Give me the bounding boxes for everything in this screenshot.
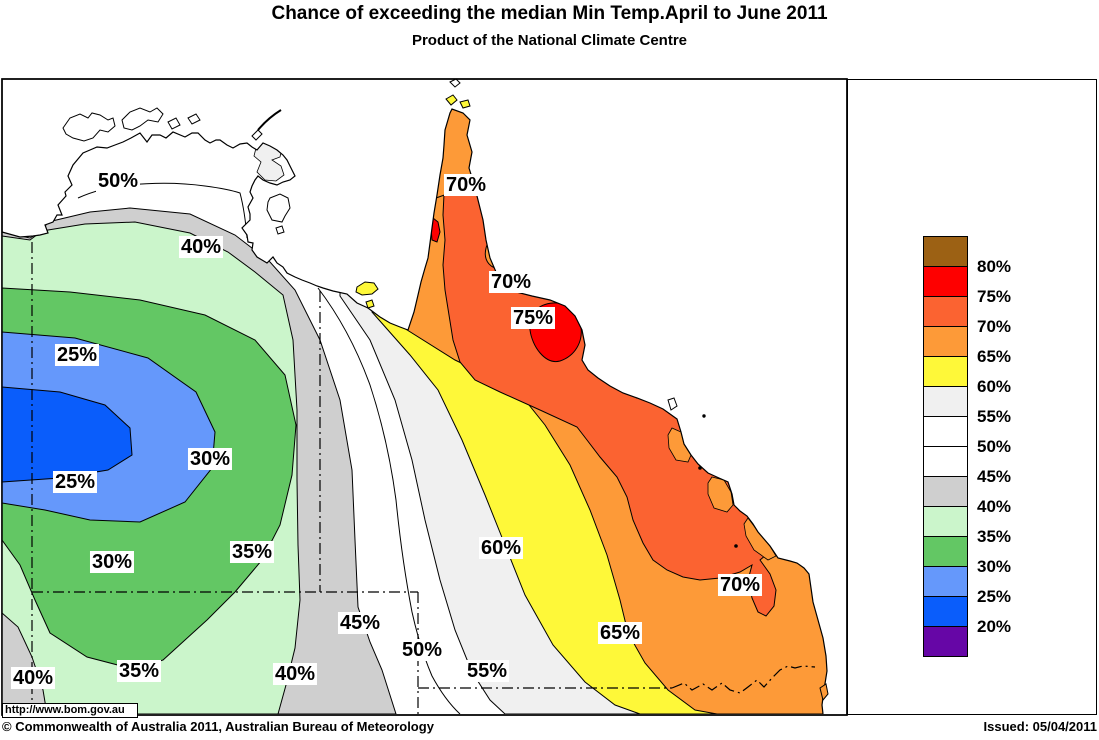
legend-swatch [923,326,968,357]
legend-swatch [923,536,968,567]
mornington-island [355,281,379,296]
contour-50-south [317,287,461,714]
islands [62,78,829,702]
legend-label: 45% [977,467,1012,486]
contour-label: 30% [89,551,135,573]
legend-label: 75% [977,287,1012,306]
contour-label: 40% [272,663,318,685]
legend-swatch [923,566,968,597]
contour-label: 70% [488,271,534,293]
legend-swatch [923,596,968,627]
legend-swatch [923,446,968,477]
contour-label: 40% [178,236,224,258]
legend-swatch [923,296,968,327]
contour-label: 35% [229,541,275,563]
contour-label: 70% [443,174,489,196]
wessel-islands [257,109,282,131]
legend-label: 30% [977,557,1012,576]
legend-swatch [923,356,968,387]
contour-label: 35% [116,660,162,682]
contour-label: 55% [464,660,510,682]
contour-label: 65% [597,622,643,644]
contour-label: 45% [337,612,383,634]
legend-label: 35% [977,527,1012,546]
legend-label: 70% [977,317,1012,336]
legend-swatch [923,386,968,417]
contour-label: 70% [717,574,763,596]
page-title: Chance of exceeding the median Min Temp.… [271,3,828,24]
page-subtitle: Product of the National Climate Centre [411,32,688,49]
bom-url: http://www.bom.gov.au [2,703,138,718]
legend-label: 55% [977,407,1012,426]
legend-label: 20% [977,617,1012,636]
legend-swatch [923,626,968,657]
contour-label: 40% [10,667,56,689]
legend-swatch [923,416,968,447]
legend-label: 80% [977,257,1012,276]
legend-label: 40% [977,497,1012,516]
state-borders [31,242,816,714]
legend: 80% 75% 70% 65% 60% 55% 50% 45% 40% 35% … [847,79,1097,715]
melville-island [62,112,116,142]
groote-eylandt [266,193,291,223]
contour-label: 25% [54,344,100,366]
border-qld-nsw-river [671,665,816,694]
coastline [1,108,828,715]
issued-date: Issued: 05/04/2011 [983,719,1097,734]
contour-label: 50% [95,170,141,192]
copyright-text: © Commonwealth of Australia 2011, Austra… [2,719,434,734]
legend-swatch [923,506,968,537]
legend-label: 60% [977,377,1012,396]
contour-label: 60% [478,537,524,559]
legend-label: 25% [977,587,1012,606]
contour-label: 25% [52,471,98,493]
legend-swatch [923,476,968,507]
contour-label: 75% [510,307,556,329]
legend-swatch [923,236,968,267]
legend-label: 65% [977,347,1012,366]
legend-label: 50% [977,437,1012,456]
legend-swatch [923,266,968,297]
contour-label: 50% [399,639,445,661]
contour-label: 30% [187,448,233,470]
fraser-island [819,683,829,702]
